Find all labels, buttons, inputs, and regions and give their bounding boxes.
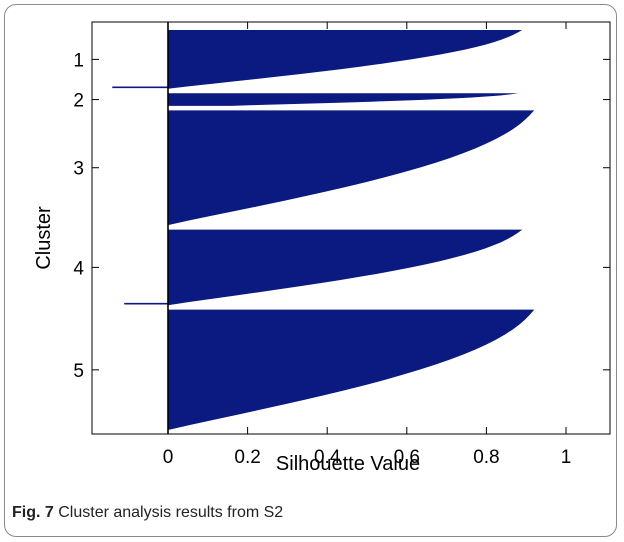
x-axis-ticks: 0 0.2 0.4 0.6 0.8 1	[163, 22, 572, 468]
silhouette-bars	[112, 30, 535, 430]
x-tick-label: 0.4	[314, 447, 341, 468]
y-tick-label: 5	[73, 361, 84, 382]
x-tick-label: 0.8	[473, 447, 499, 468]
x-tick-label: 0.6	[394, 447, 420, 468]
cluster-2-silhouette	[168, 93, 519, 106]
figure-number: Fig. 7	[12, 504, 54, 521]
x-tick-label: 0	[163, 447, 174, 468]
caption-text: Cluster analysis results from S2	[58, 504, 284, 521]
cluster-5-silhouette	[168, 309, 535, 430]
x-tick-label: 0.2	[234, 447, 260, 468]
cluster-1-silhouette	[168, 30, 523, 89]
y-tick-label: 2	[73, 91, 84, 112]
cluster-4-silhouette	[168, 229, 523, 306]
y-tick-label: 1	[73, 50, 84, 71]
y-tick-label: 4	[73, 258, 84, 279]
x-tick-label: 1	[561, 447, 572, 468]
cluster-3-silhouette	[168, 110, 535, 226]
y-axis-label: Cluster	[33, 206, 55, 270]
y-tick-label: 3	[73, 159, 84, 180]
y-axis-ticks: 1 2 3 4 5	[73, 50, 610, 382]
figure-caption: Fig. 7 Cluster analysis results from S2	[12, 504, 283, 522]
x-axis-label: Silhouette Value	[276, 453, 420, 475]
silhouette-chart: 0 0.2 0.4 0.6 0.8 1 1 2 3 4 5 Silhouette Value Cl…	[33, 21, 611, 475]
